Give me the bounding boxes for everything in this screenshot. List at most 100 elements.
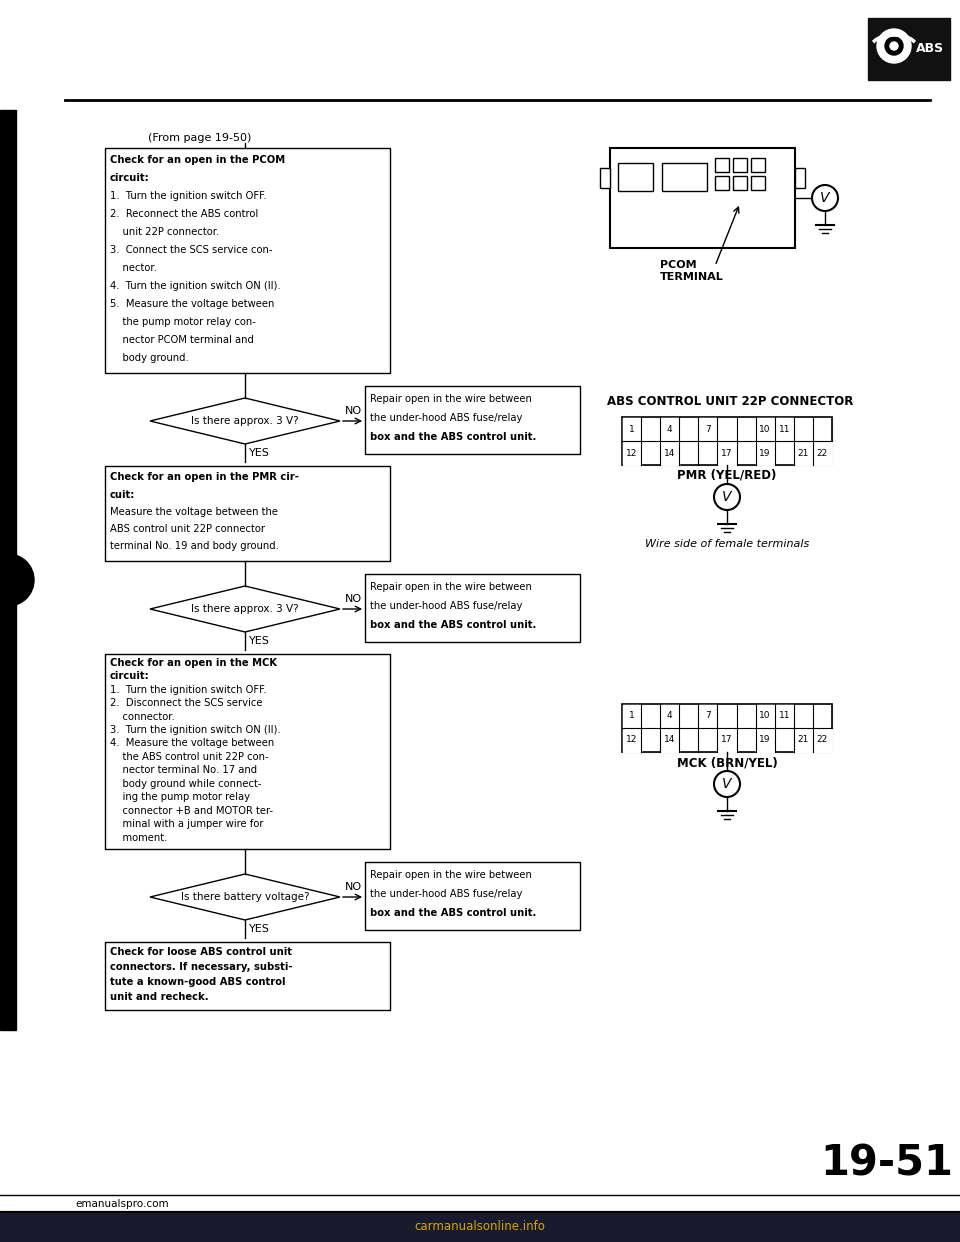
- Circle shape: [812, 185, 838, 211]
- Text: box and the ABS control unit.: box and the ABS control unit.: [370, 432, 537, 442]
- Circle shape: [0, 554, 34, 606]
- Polygon shape: [717, 728, 736, 751]
- Text: 17: 17: [721, 735, 732, 744]
- FancyBboxPatch shape: [105, 466, 390, 561]
- Polygon shape: [660, 417, 680, 441]
- Polygon shape: [794, 441, 813, 465]
- Circle shape: [890, 42, 898, 50]
- FancyBboxPatch shape: [795, 168, 805, 188]
- Polygon shape: [813, 441, 831, 465]
- Text: 3.  Connect the SCS service con-: 3. Connect the SCS service con-: [110, 245, 273, 255]
- Text: ABS CONTROL UNIT 22P CONNECTOR: ABS CONTROL UNIT 22P CONNECTOR: [607, 395, 853, 409]
- Text: V: V: [820, 191, 829, 205]
- Polygon shape: [775, 441, 794, 465]
- Polygon shape: [698, 417, 717, 441]
- Text: nector PCOM terminal and: nector PCOM terminal and: [110, 334, 253, 345]
- Polygon shape: [699, 704, 717, 728]
- FancyBboxPatch shape: [622, 704, 832, 751]
- Polygon shape: [717, 441, 736, 465]
- Polygon shape: [794, 417, 813, 441]
- Text: YES: YES: [249, 924, 270, 934]
- Text: 21: 21: [798, 448, 809, 457]
- Text: 3.  Turn the ignition switch ON (II).: 3. Turn the ignition switch ON (II).: [110, 725, 280, 735]
- Polygon shape: [622, 441, 640, 465]
- FancyBboxPatch shape: [105, 148, 390, 373]
- Polygon shape: [756, 704, 774, 728]
- Text: Is there approx. 3 V?: Is there approx. 3 V?: [191, 416, 299, 426]
- Polygon shape: [813, 441, 832, 465]
- Polygon shape: [622, 417, 640, 441]
- Text: NO: NO: [345, 594, 362, 604]
- Text: 4.  Measure the voltage between: 4. Measure the voltage between: [110, 739, 275, 749]
- Polygon shape: [680, 417, 698, 441]
- Text: unit 22P connector.: unit 22P connector.: [110, 227, 219, 237]
- Text: Wire side of female terminals: Wire side of female terminals: [645, 539, 809, 549]
- Circle shape: [877, 29, 911, 63]
- Text: 19: 19: [759, 735, 771, 744]
- Text: carmanualsonline.info: carmanualsonline.info: [415, 1221, 545, 1233]
- Text: 5.  Measure the voltage between: 5. Measure the voltage between: [110, 298, 275, 309]
- Text: MCK (BRN/YEL): MCK (BRN/YEL): [677, 756, 778, 769]
- Polygon shape: [660, 441, 679, 465]
- FancyBboxPatch shape: [622, 417, 832, 465]
- Text: box and the ABS control unit.: box and the ABS control unit.: [370, 908, 537, 919]
- Text: Check for an open in the MCK: Check for an open in the MCK: [110, 658, 277, 668]
- Polygon shape: [776, 417, 793, 441]
- Polygon shape: [756, 728, 775, 751]
- Text: the under-hood ABS fuse/relay: the under-hood ABS fuse/relay: [370, 414, 522, 424]
- Polygon shape: [813, 417, 832, 441]
- Text: PMR (YEL/RED): PMR (YEL/RED): [678, 469, 777, 482]
- Text: 7: 7: [705, 712, 710, 720]
- Text: Measure the voltage between the: Measure the voltage between the: [110, 507, 278, 517]
- FancyBboxPatch shape: [733, 176, 747, 190]
- FancyBboxPatch shape: [868, 17, 950, 79]
- Polygon shape: [775, 728, 794, 751]
- Polygon shape: [794, 728, 813, 751]
- Text: 1.  Turn the ignition switch OFF.: 1. Turn the ignition switch OFF.: [110, 191, 267, 201]
- Text: circuit:: circuit:: [110, 671, 150, 681]
- Polygon shape: [736, 704, 756, 728]
- Polygon shape: [794, 441, 812, 465]
- Polygon shape: [641, 728, 660, 751]
- Text: (From page 19-50): (From page 19-50): [148, 133, 252, 143]
- Text: Is there battery voltage?: Is there battery voltage?: [180, 892, 309, 902]
- FancyBboxPatch shape: [0, 111, 16, 1030]
- Polygon shape: [776, 704, 793, 728]
- Text: TERMINAL: TERMINAL: [660, 272, 724, 282]
- Polygon shape: [736, 728, 756, 751]
- FancyBboxPatch shape: [365, 386, 580, 455]
- FancyBboxPatch shape: [662, 163, 707, 191]
- Text: the pump motor relay con-: the pump motor relay con-: [110, 317, 256, 327]
- Text: 2.  Disconnect the SCS service: 2. Disconnect the SCS service: [110, 698, 262, 708]
- Text: box and the ABS control unit.: box and the ABS control unit.: [370, 621, 537, 631]
- Text: nector.: nector.: [110, 263, 156, 273]
- FancyBboxPatch shape: [733, 158, 747, 171]
- FancyBboxPatch shape: [715, 176, 729, 190]
- Text: 10: 10: [759, 425, 771, 433]
- FancyBboxPatch shape: [715, 158, 729, 171]
- Text: Check for loose ABS control unit: Check for loose ABS control unit: [110, 946, 292, 956]
- Circle shape: [885, 37, 903, 55]
- Text: Repair open in the wire between: Repair open in the wire between: [370, 869, 532, 879]
- Text: 1: 1: [629, 425, 635, 433]
- Text: minal with a jumper wire for: minal with a jumper wire for: [110, 820, 263, 830]
- Text: unit and recheck.: unit and recheck.: [110, 992, 208, 1002]
- Polygon shape: [150, 397, 340, 443]
- FancyBboxPatch shape: [105, 655, 390, 850]
- Polygon shape: [756, 417, 774, 441]
- Polygon shape: [698, 441, 717, 465]
- Polygon shape: [698, 704, 717, 728]
- Text: YES: YES: [249, 448, 270, 458]
- Text: 10: 10: [759, 712, 771, 720]
- Text: 14: 14: [664, 448, 676, 457]
- Polygon shape: [660, 704, 679, 728]
- Text: Check for an open in the PMR cir-: Check for an open in the PMR cir-: [110, 472, 299, 482]
- Polygon shape: [641, 417, 660, 441]
- Text: 17: 17: [721, 448, 732, 457]
- Text: body ground while connect-: body ground while connect-: [110, 779, 261, 789]
- Polygon shape: [718, 729, 736, 751]
- Circle shape: [714, 771, 740, 797]
- Polygon shape: [756, 729, 774, 751]
- Polygon shape: [622, 704, 640, 728]
- Text: PCOM: PCOM: [660, 260, 697, 270]
